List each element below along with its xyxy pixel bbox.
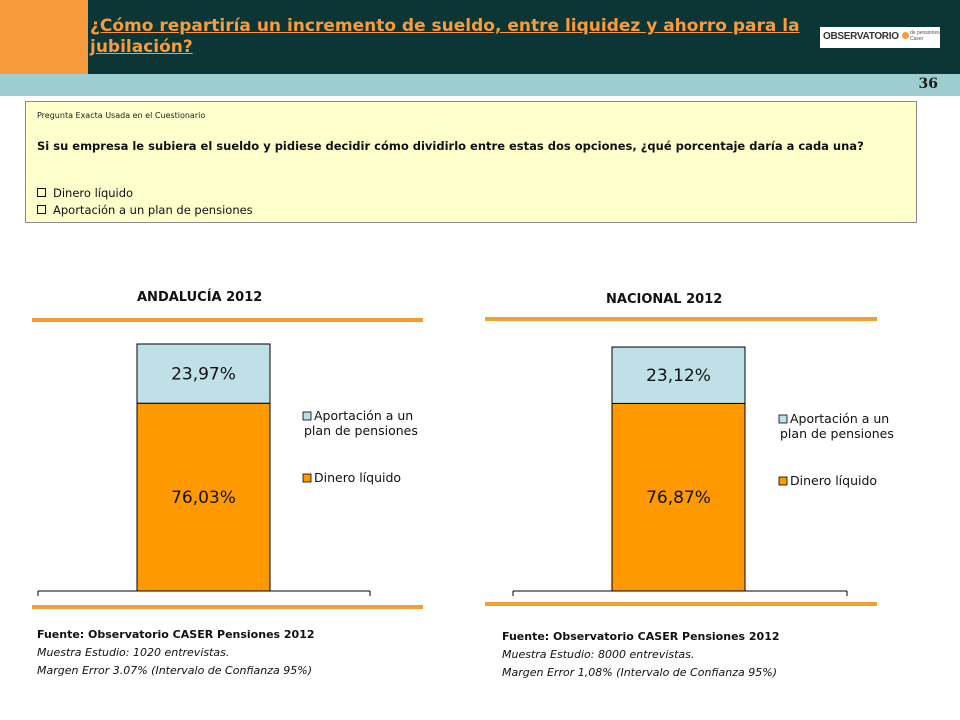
data-label: 23,12%	[646, 366, 711, 386]
question-box: Pregunta Exacta Usada en el Cuestionario…	[25, 101, 917, 223]
option-label: Dinero líquido	[53, 186, 134, 200]
checkbox-icon	[37, 205, 46, 214]
chart-title-andalucia: ANDALUCÍA 2012	[137, 290, 263, 305]
source-title: Fuente: Observatorio CASER Pensiones 201…	[37, 628, 315, 641]
source-sample: Muestra Estudio: 8000 entrevistas.	[502, 648, 695, 661]
legend-label: Dinero líquido	[790, 473, 877, 488]
source-error: Margen Error 3.07% (Intervalo de Confian…	[37, 664, 312, 677]
data-label: 23,97%	[171, 365, 236, 385]
question-text: Si su empresa le subiera el sueldo y pid…	[37, 139, 864, 153]
legend-label: Aportación a un	[790, 411, 889, 426]
data-label: 76,03%	[171, 488, 236, 508]
bar-segment	[136, 343, 271, 404]
legend-label: plan de pensiones	[304, 423, 418, 438]
data-label: 76,87%	[646, 488, 711, 508]
source-note-andalucia: Fuente: Observatorio CASER Pensiones 201…	[37, 626, 315, 680]
option-label: Aportación a un plan de pensiones	[53, 203, 253, 217]
legend-label: Dinero líquido	[314, 470, 401, 485]
bar-segment	[611, 402, 746, 592]
chart-top-rule	[32, 318, 423, 322]
observatorio-logo: OBSERVATORIO de pensiones Caser	[820, 27, 940, 48]
checkbox-icon	[37, 188, 46, 197]
chart-bottom-rule	[485, 602, 877, 606]
question-option: Dinero líquido	[37, 186, 133, 200]
chart-bottom-rule	[32, 605, 423, 609]
header-accent-block	[0, 0, 88, 74]
question-heading: Pregunta Exacta Usada en el Cuestionario	[37, 111, 206, 120]
header-band	[0, 74, 960, 96]
legend-label: plan de pensiones	[780, 426, 894, 441]
source-note-nacional: Fuente: Observatorio CASER Pensiones 201…	[502, 628, 780, 682]
chart-title-nacional: NACIONAL 2012	[606, 292, 723, 307]
bar-segment	[136, 402, 271, 592]
page-title[interactable]: ¿Cómo repartiría un incremento de sueldo…	[90, 16, 800, 57]
source-sample: Muestra Estudio: 1020 entrevistas.	[37, 646, 230, 659]
legend-swatch	[778, 414, 788, 424]
header-bar	[88, 0, 960, 74]
question-option: Aportación a un plan de pensiones	[37, 203, 253, 217]
legend-swatch	[302, 473, 312, 483]
legend-swatch	[302, 411, 312, 421]
source-title: Fuente: Observatorio CASER Pensiones 201…	[502, 630, 780, 643]
logo-subtext: de pensiones Caser	[910, 30, 940, 42]
chart-top-rule	[485, 317, 877, 321]
source-error: Margen Error 1,08% (Intervalo de Confian…	[502, 666, 777, 679]
logo-text: OBSERVATORIO	[823, 31, 899, 42]
bar-segment	[611, 346, 746, 404]
legend-label: Aportación a un	[314, 408, 413, 423]
legend-swatch	[778, 476, 788, 486]
logo-sun-icon	[902, 32, 909, 39]
page-number: 36	[918, 76, 938, 92]
